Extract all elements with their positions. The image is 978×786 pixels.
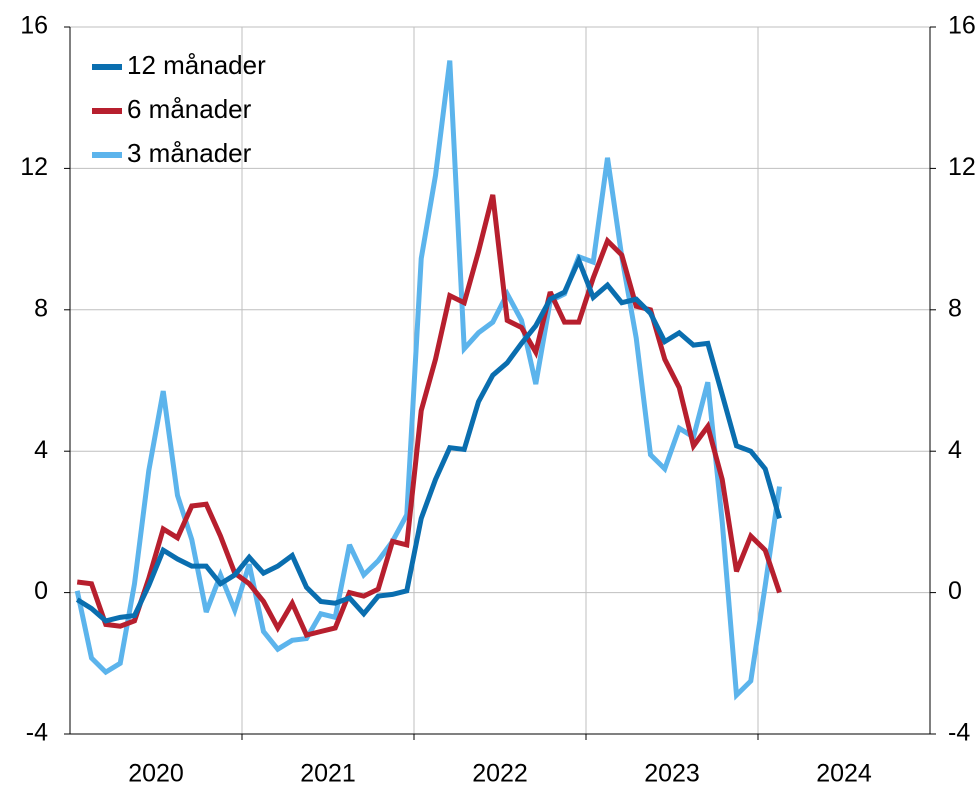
x-tick-label: 2020: [128, 760, 184, 786]
y2-tick-label: 12: [948, 153, 976, 181]
x-tick-label: 2021: [300, 760, 356, 786]
y-tick-label: 0: [34, 577, 48, 605]
y2-tick-label: 8: [948, 294, 962, 322]
x-tick-label: 2022: [472, 760, 528, 786]
series-line: [74, 60, 782, 701]
x-tick-label: 2023: [644, 760, 700, 786]
legend: 12 månader 6 månader 3 månader: [92, 50, 266, 168]
y2-tick-label: 4: [948, 436, 962, 464]
y-tick-label: 8: [34, 294, 48, 322]
y-tick-label: 4: [34, 436, 48, 464]
y2-tick-label: -4: [948, 719, 970, 747]
x-tick-label: 2024: [816, 760, 872, 786]
series-line: [75, 253, 782, 624]
legend-label: 3 månader: [127, 138, 252, 168]
y-tick-label: 12: [20, 153, 48, 181]
y2-tick-label: 0: [948, 577, 962, 605]
legend-label: 12 månader: [127, 50, 266, 80]
y2-tick-label: 16: [948, 12, 976, 40]
series-line: [76, 194, 782, 638]
y-tick-label: 16: [20, 12, 48, 40]
y-tick-label: -4: [26, 719, 48, 747]
legend-label: 6 månader: [127, 94, 252, 124]
